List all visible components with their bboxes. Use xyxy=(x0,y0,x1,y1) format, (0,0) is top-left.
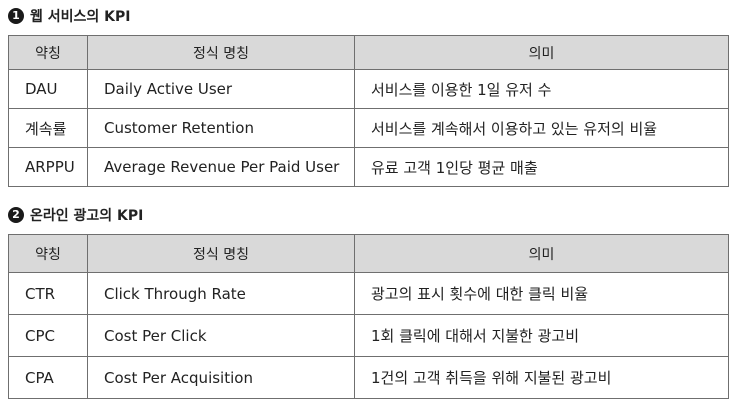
cell-abbr: ARPPU xyxy=(8,147,88,187)
cell-name: Cost Per Acquisition xyxy=(87,356,355,399)
cell-name: Customer Retention xyxy=(87,108,355,148)
ad-kpi-table: 약칭 정식 명칭 의미 CTR Click Through Rate 광고의 표… xyxy=(8,234,729,399)
section-title-text: 웹 서비스의 KPI xyxy=(30,9,131,25)
table-row: CPC Cost Per Click 1회 클릭에 대해서 지불한 광고비 xyxy=(8,314,729,357)
section-title-web-kpi: 1 웹 서비스의 KPI xyxy=(8,5,130,27)
cell-name: Average Revenue Per Paid User xyxy=(87,147,355,187)
cell-abbr: 계속률 xyxy=(8,108,88,148)
cell-abbr: CPC xyxy=(8,314,88,357)
cell-meaning: 유료 고객 1인당 평균 매출 xyxy=(354,147,729,187)
column-header-name: 정식 명칭 xyxy=(87,35,355,70)
section-title-ad-kpi: 2 온라인 광고의 KPI xyxy=(8,204,143,226)
cell-abbr: DAU xyxy=(8,69,88,109)
cell-meaning: 1건의 고객 취득을 위해 지불된 광고비 xyxy=(354,356,729,399)
table-row: DAU Daily Active User 서비스를 이용한 1일 유저 수 xyxy=(8,69,729,109)
cell-meaning: 서비스를 계속해서 이용하고 있는 유저의 비율 xyxy=(354,108,729,148)
cell-abbr: CTR xyxy=(8,272,88,315)
cell-meaning: 광고의 표시 횟수에 대한 클릭 비율 xyxy=(354,272,729,315)
table-row: ARPPU Average Revenue Per Paid User 유료 고… xyxy=(8,147,729,187)
cell-abbr: CPA xyxy=(8,356,88,399)
number-badge-icon: 2 xyxy=(8,207,24,223)
table-row: CTR Click Through Rate 광고의 표시 횟수에 대한 클릭 … xyxy=(8,272,729,315)
table-header-row: 약칭 정식 명칭 의미 xyxy=(8,234,729,273)
column-header-abbr: 약칭 xyxy=(8,234,88,273)
section-title-text: 온라인 광고의 KPI xyxy=(30,208,144,224)
table-row: CPA Cost Per Acquisition 1건의 고객 취득을 위해 지… xyxy=(8,356,729,399)
column-header-abbr: 약칭 xyxy=(8,35,88,70)
cell-name: Click Through Rate xyxy=(87,272,355,315)
column-header-meaning: 의미 xyxy=(354,234,729,273)
table-row: 계속률 Customer Retention 서비스를 계속해서 이용하고 있는… xyxy=(8,108,729,148)
web-kpi-table: 약칭 정식 명칭 의미 DAU Daily Active User 서비스를 이… xyxy=(8,35,729,187)
cell-name: Cost Per Click xyxy=(87,314,355,357)
cell-meaning: 서비스를 이용한 1일 유저 수 xyxy=(354,69,729,109)
table-header-row: 약칭 정식 명칭 의미 xyxy=(8,35,729,70)
number-badge-icon: 1 xyxy=(8,8,24,24)
cell-name: Daily Active User xyxy=(87,69,355,109)
column-header-meaning: 의미 xyxy=(354,35,729,70)
cell-meaning: 1회 클릭에 대해서 지불한 광고비 xyxy=(354,314,729,357)
column-header-name: 정식 명칭 xyxy=(87,234,355,273)
